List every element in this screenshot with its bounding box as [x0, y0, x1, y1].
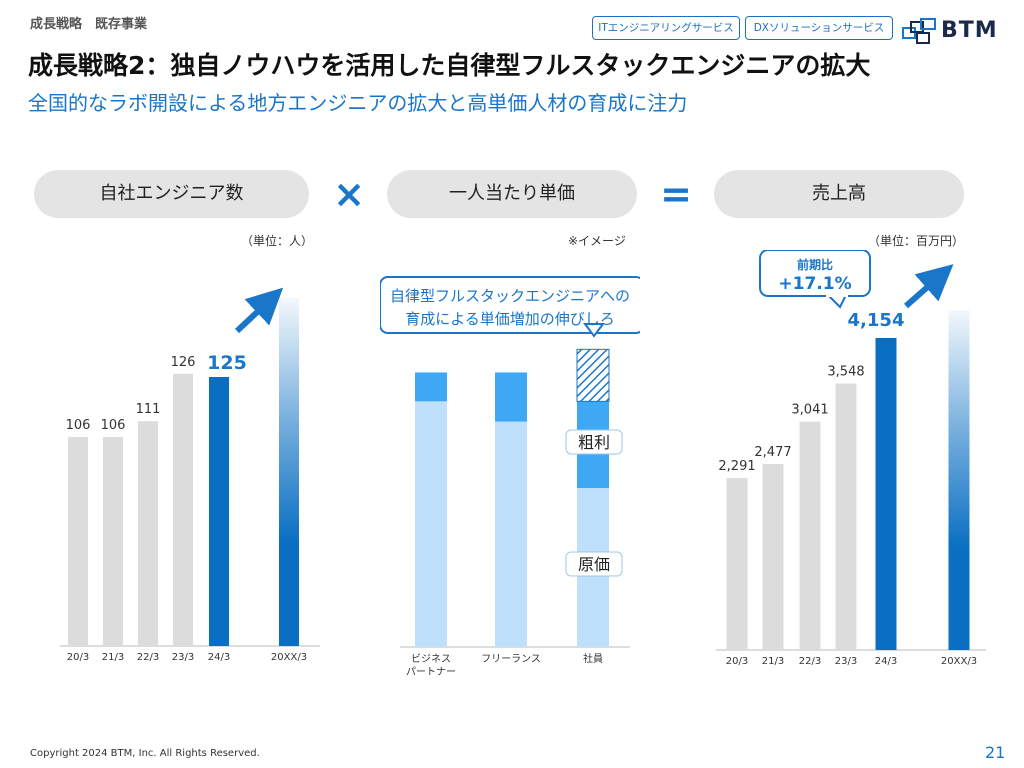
- times-operator: ×: [333, 172, 365, 216]
- bar-21-3: [103, 437, 123, 646]
- tick-label-20-3: 20/3: [67, 652, 89, 663]
- value-label-21-3: 106: [101, 418, 126, 433]
- segment-label-cost: 原価: [578, 555, 610, 574]
- tick-label-22-3: 22/3: [799, 656, 821, 667]
- bar-20XX-3: [948, 310, 970, 650]
- category-label-1-0: フリーランス: [481, 653, 541, 665]
- breadcrumb: 成長戦略 既存事業: [30, 17, 148, 32]
- segment-原価-1: [495, 421, 527, 647]
- growth-badge: [759, 250, 871, 297]
- bar-23-3: [835, 383, 857, 650]
- copyright: Copyright 2024 BTM, Inc. All Rights Rese…: [30, 748, 260, 759]
- bar-21-3: [762, 464, 784, 650]
- tick-label-24-3: 24/3: [208, 652, 230, 663]
- tick-label-21-3: 21/3: [102, 652, 124, 663]
- bar-23-3: [173, 373, 193, 646]
- segment-label-profit-box: [565, 429, 623, 455]
- growth-arrow: [904, 264, 954, 309]
- pill-unit-price: 一人当たり単価: [387, 170, 637, 218]
- callout-box: [380, 276, 640, 334]
- page-subtitle: 全国的なラボ開設による地方エンジニアの拡大と高単価人材の育成に注力: [28, 91, 688, 115]
- tick-label-22-3: 22/3: [137, 652, 159, 663]
- unit-note-revenue: （単位：百万円）: [868, 234, 965, 248]
- revenue-chart: 前期比 +17.1% 2,291 20/3 2,477 21/3 3,041 22/3 3,…: [716, 250, 986, 667]
- tick-label-20-3: 20/3: [726, 656, 748, 667]
- bar-20XX-3: [279, 298, 299, 646]
- tick-label-23-3: 23/3: [835, 656, 857, 667]
- value-label-20-3: 106: [66, 418, 91, 433]
- segment-label-profit: 粗利: [578, 433, 610, 452]
- callout-line-2: 育成による単価増加の伸びしろ: [405, 310, 615, 328]
- unit-note-engineers: （単位：人）: [241, 234, 314, 248]
- value-label-20-3: 2,291: [718, 459, 755, 474]
- value-label-22-3: 3,041: [791, 403, 828, 418]
- segment-label-cost-box: [565, 551, 623, 577]
- image-note: ※イメージ: [568, 234, 626, 248]
- callout-line-1: 自律型フルスタックエンジニアへの: [390, 287, 630, 305]
- pill-engineer-count: 自社エンジニア数: [34, 170, 309, 218]
- segment-伸びしろ-2: [576, 348, 610, 402]
- page-number: 21: [985, 743, 1006, 762]
- logo-icon: [902, 18, 936, 44]
- unit-price-chart: 自律型フルスタックエンジニアへの 育成による単価増加の伸びしろ ビジネスパートナ…: [380, 276, 640, 678]
- callout-pointer: [583, 323, 605, 338]
- tag-it-engineering: ITエンジニアリングサービス: [592, 16, 740, 40]
- bar-20-3: [68, 437, 88, 646]
- segment-粗利-0: [415, 372, 447, 402]
- value-label-24-3: 125: [207, 352, 247, 374]
- bar-20-3: [726, 478, 748, 650]
- pill-revenue: 売上高: [714, 170, 964, 218]
- tick-label-21-3: 21/3: [762, 656, 784, 667]
- bar-24-3: [875, 338, 897, 650]
- tick-label-23-3: 23/3: [172, 652, 194, 663]
- tick-label-24-3: 24/3: [875, 656, 897, 667]
- value-label-23-3: 126: [171, 355, 196, 370]
- logo: BTM: [941, 18, 998, 43]
- segment-粗利-1: [495, 372, 527, 422]
- equals-operator: =: [660, 172, 692, 216]
- value-label-21-3: 2,477: [754, 445, 791, 460]
- value-label-23-3: 3,548: [827, 365, 864, 380]
- tick-label-20XX-3: 20XX/3: [271, 652, 307, 663]
- category-label-0-0: ビジネス: [411, 653, 451, 665]
- bar-22-3: [138, 421, 158, 646]
- tick-label-20XX-3: 20XX/3: [941, 656, 977, 667]
- bar-24-3: [209, 376, 229, 646]
- page-title: 成長戦略2：独自ノウハウを活用した自律型フルスタックエンジニアの拡大: [28, 51, 871, 80]
- category-label-0-1: パートナー: [406, 666, 456, 678]
- growth-badge-title: 前期比: [797, 257, 833, 272]
- engineer-count-chart: 106 20/3 106 21/3 111 22/3 126 23/3 125 24/3 20XX/…: [60, 287, 320, 663]
- value-label-22-3: 111: [136, 402, 161, 417]
- growth-arrow: [234, 287, 284, 334]
- category-label-2-0: 社員: [583, 652, 603, 665]
- growth-badge-value: +17.1%: [778, 274, 851, 294]
- tag-dx-solution: DXソリューションサービス: [745, 16, 893, 40]
- value-label-24-3: 4,154: [848, 310, 905, 331]
- bar-22-3: [799, 421, 821, 650]
- segment-原価-0: [415, 401, 447, 647]
